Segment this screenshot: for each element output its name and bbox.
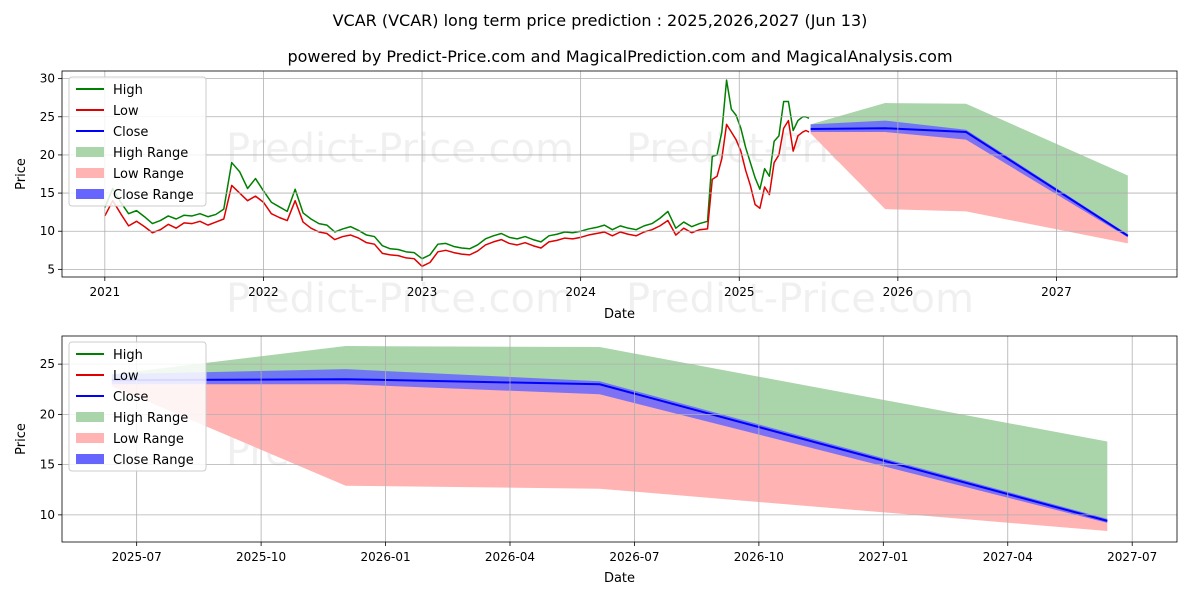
close-line — [810, 127, 1129, 237]
grid-lines — [62, 336, 1177, 542]
x-tick-label: 2021 — [90, 285, 121, 299]
plot-frame — [61, 70, 1178, 278]
legend-label: Low — [113, 369, 139, 384]
x-tick-label: 2027-04 — [983, 550, 1033, 564]
x-axis-label: Date — [604, 307, 635, 322]
x-tick-label: 2025-07 — [112, 550, 162, 564]
y-tick-label: 15 — [40, 458, 55, 472]
x-tick-label: 2026-01 — [360, 550, 410, 564]
y-tick-label: 10 — [40, 224, 55, 238]
y-tick-label: 20 — [40, 407, 55, 421]
legend: High Low Close High Range Low Range Close Ran… — [68, 341, 207, 472]
watermark-3: Predict-Price.com — [626, 276, 974, 322]
y-tick-label: 20 — [40, 148, 55, 162]
legend-swatch-patch — [76, 412, 104, 422]
history-panel: Predict-Price.com Predict-Price.com Predic… — [14, 70, 1178, 322]
x-tick-label: 2026-07 — [609, 550, 659, 564]
low-range-band — [810, 128, 1128, 244]
legend-swatch-patch — [76, 147, 104, 157]
prediction-panel: Predict-Price.comPredict-Price.com2025-0… — [14, 335, 1178, 586]
legend-swatch-patch — [76, 168, 104, 178]
low-range-band — [111, 379, 1108, 531]
legend-swatch-patch — [76, 433, 104, 443]
x-tick-label: 2026-10 — [734, 550, 784, 564]
x-tick-label: 2023 — [407, 285, 438, 299]
legend-label: Low Range — [113, 432, 184, 447]
plot-area — [104, 79, 1129, 268]
x-tick-label: 2025-10 — [236, 550, 286, 564]
legend-label: High Range — [113, 146, 188, 161]
legend-label: Close — [113, 125, 148, 140]
x-tick-label: 2022 — [248, 285, 279, 299]
x-axis-label: Date — [604, 571, 635, 586]
legend-label: Close — [113, 390, 148, 405]
high-range-band — [810, 103, 1128, 236]
legend-swatch-patch — [76, 454, 104, 464]
y-tick-label: 25 — [40, 357, 55, 371]
plot-area — [111, 346, 1108, 531]
legend-label: Low — [113, 104, 139, 119]
y-axis-label: Price — [14, 423, 29, 455]
low-line — [104, 119, 810, 268]
legend-label: Close Range — [113, 188, 194, 203]
legend-label: High — [113, 83, 143, 98]
legend: High Low Close High Range Low Range Close Ran… — [68, 76, 207, 207]
x-tick-label: 2026-04 — [485, 550, 535, 564]
legend-label: High Range — [113, 411, 188, 426]
chart-subtitle: powered by Predict-Price.com and Magical… — [287, 47, 952, 66]
y-tick-label: 30 — [40, 72, 55, 86]
x-tick-label: 2027 — [1041, 285, 1072, 299]
y-tick-label: 25 — [40, 110, 55, 124]
y-tick-label: 15 — [40, 186, 55, 200]
x-tick-label: 2026 — [883, 285, 914, 299]
x-tick-label: 2024 — [565, 285, 596, 299]
y-tick-label: 10 — [40, 508, 55, 522]
high-line — [104, 79, 810, 260]
chart-title: VCAR (VCAR) long term price prediction :… — [333, 11, 868, 30]
x-tick-label: 2027-01 — [858, 550, 908, 564]
legend-swatch-patch — [76, 189, 104, 199]
y-axis-label: Price — [14, 158, 29, 190]
legend-label: High — [113, 348, 143, 363]
y-tick-label: 5 — [47, 262, 55, 276]
watermark-2: Predict-Price.com — [226, 276, 574, 322]
close-line — [111, 378, 1108, 522]
legend-label: Low Range — [113, 167, 184, 182]
x-tick-label: 2025 — [724, 285, 755, 299]
plot-frame — [61, 335, 1178, 543]
x-tick-label: 2027-07 — [1107, 550, 1157, 564]
watermark-0: Predict-Price.com — [226, 126, 574, 172]
legend-label: Close Range — [113, 453, 194, 468]
high-range-band — [111, 346, 1108, 520]
